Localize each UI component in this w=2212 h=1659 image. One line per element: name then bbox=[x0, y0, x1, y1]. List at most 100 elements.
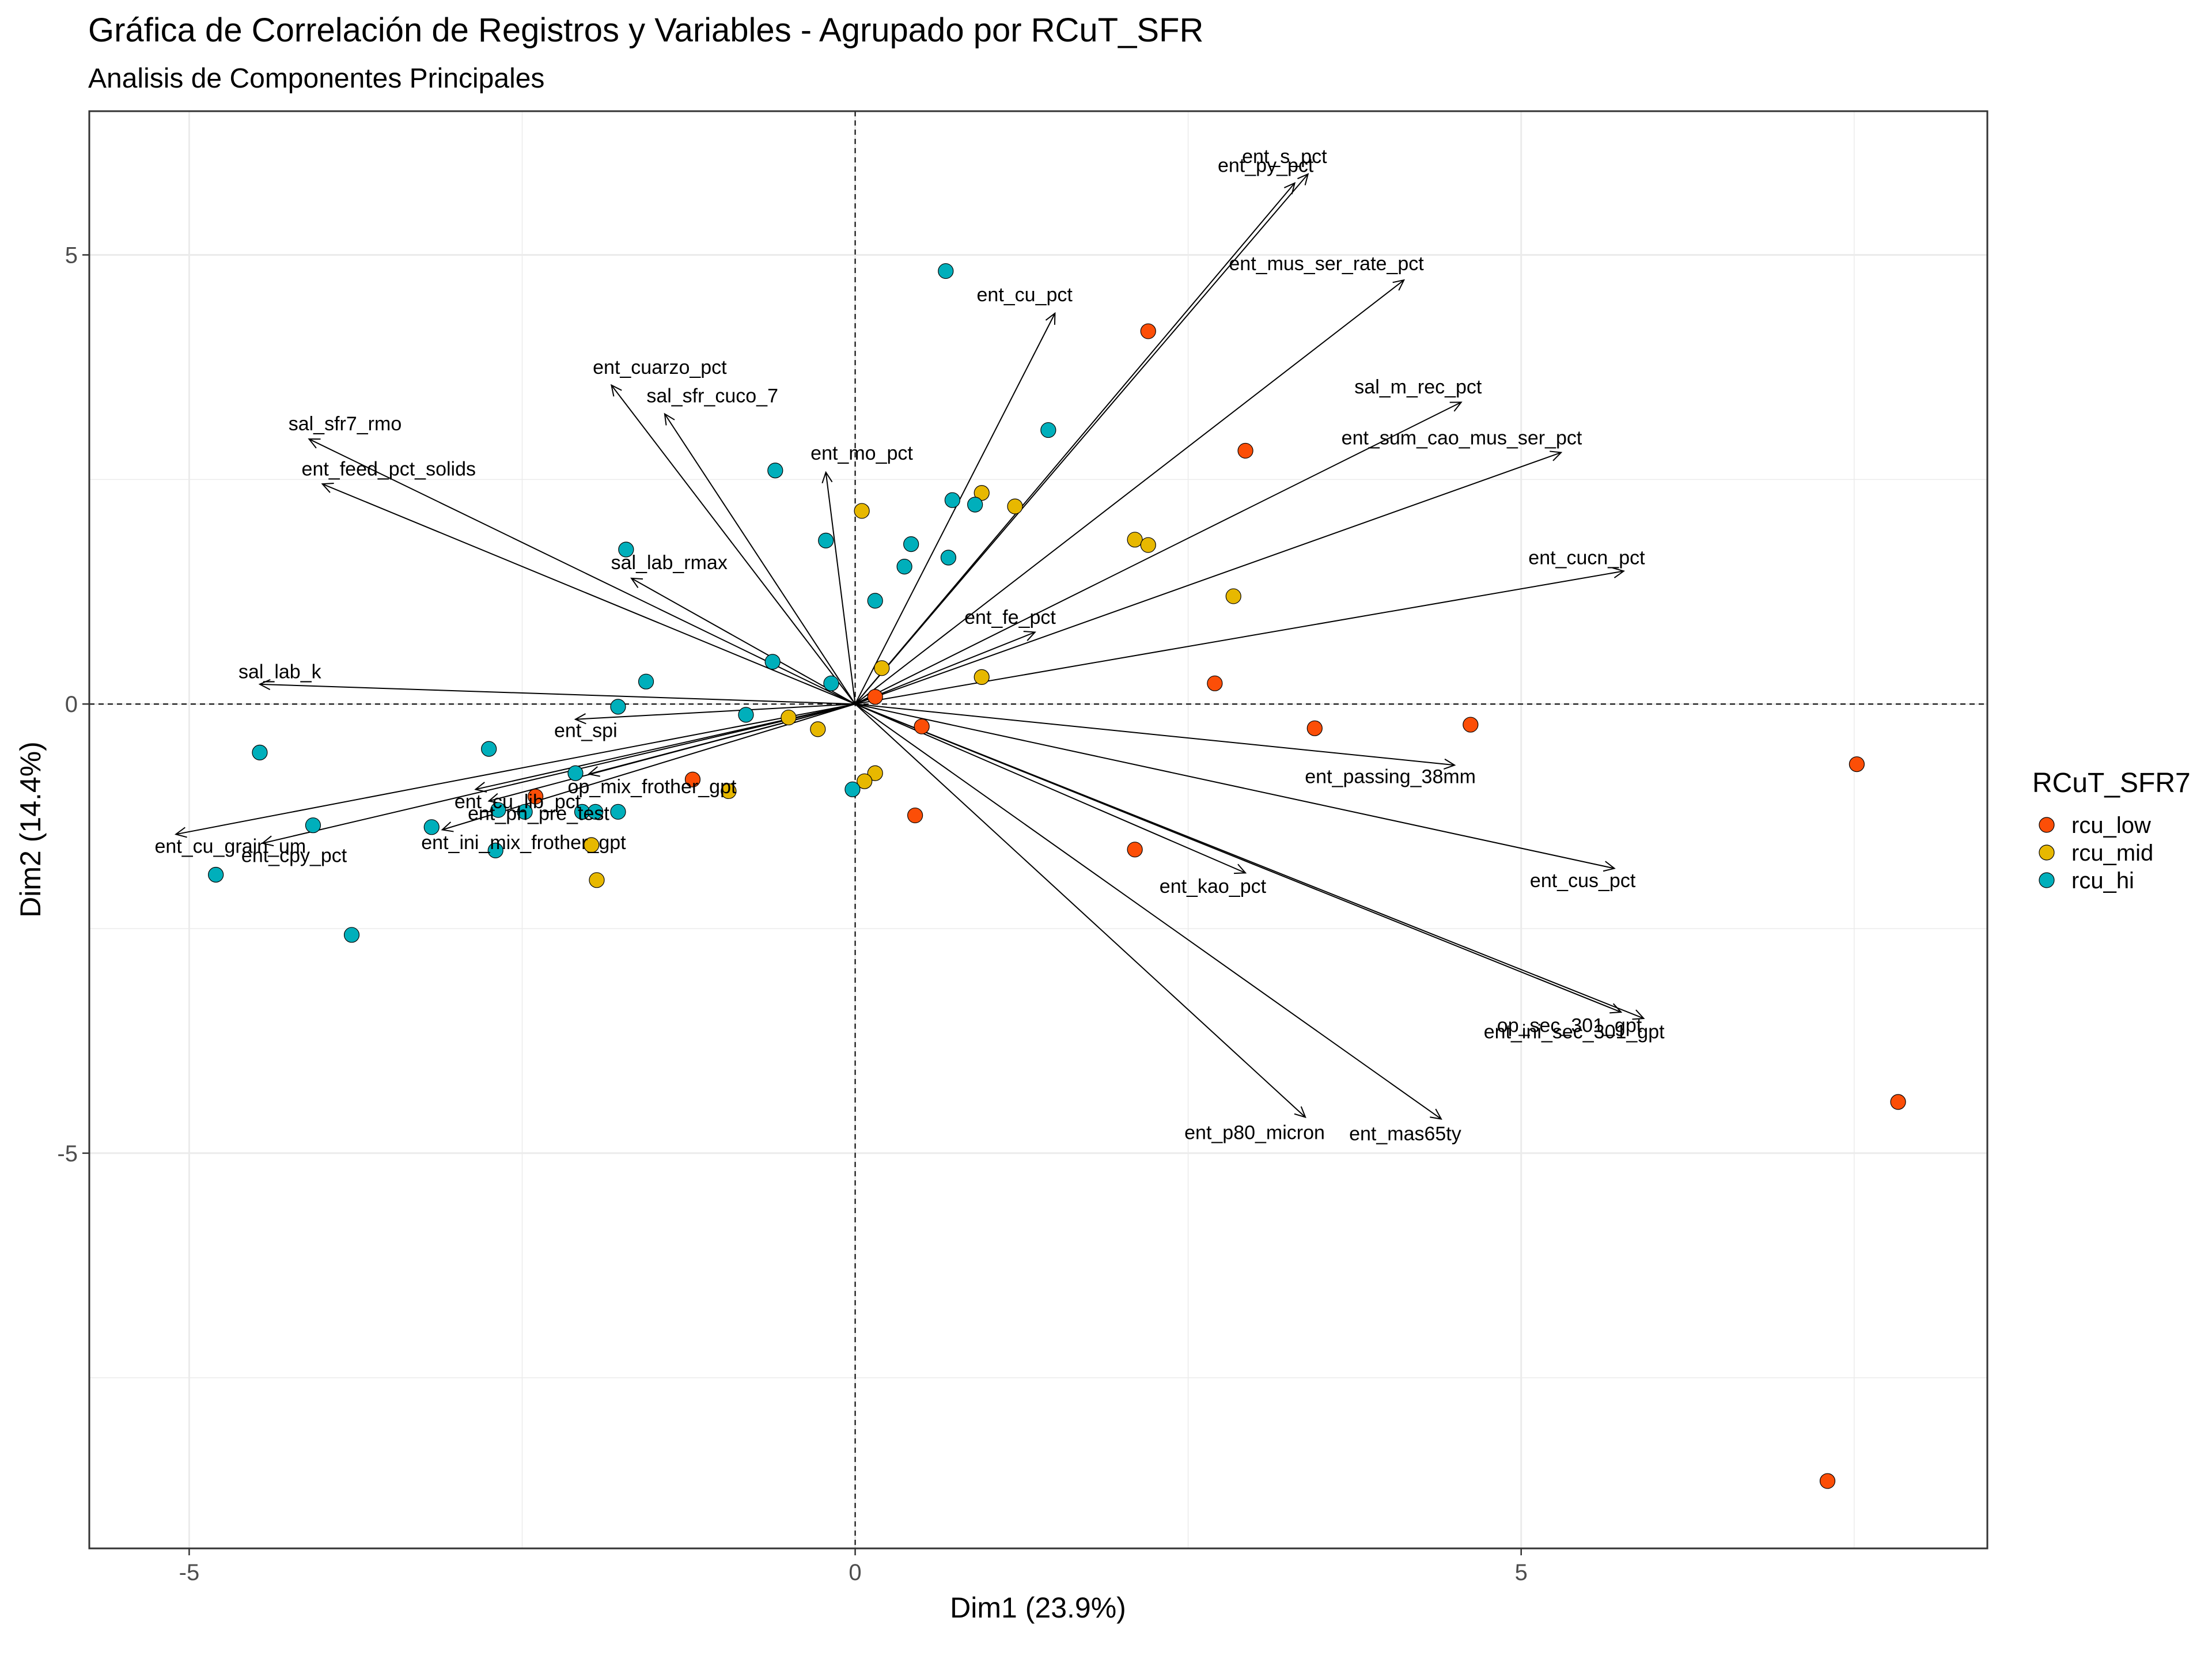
point-rcu-hi bbox=[823, 675, 839, 691]
variable-label-ent-py-pct: ent_py_pct bbox=[1218, 155, 1314, 177]
point-rcu-mid bbox=[974, 485, 990, 501]
y-axis-title: Dim2 (14.4%) bbox=[14, 741, 47, 918]
point-rcu-low bbox=[1463, 717, 1479, 733]
point-rcu-hi bbox=[208, 866, 224, 883]
point-rcu-low bbox=[684, 771, 701, 787]
legend-item-rcu-mid: rcu_mid bbox=[2039, 840, 2153, 866]
point-rcu-hi bbox=[967, 497, 983, 513]
variable-label-ent-cucn-pct: ent_cucn_pct bbox=[1528, 547, 1645, 569]
x-axis: -5 0 5 bbox=[179, 1548, 1528, 1585]
point-rcu-hi bbox=[903, 536, 919, 552]
point-rcu-low bbox=[1127, 842, 1143, 858]
point-rcu-hi bbox=[567, 765, 584, 781]
point-rcu-hi bbox=[305, 817, 321, 834]
variable-label-sal-lab-rmax: sal_lab_rmax bbox=[611, 552, 728, 574]
variable-arrow-ent-cuarzo-pct bbox=[611, 384, 856, 704]
legend-label-rcu-mid: rcu_mid bbox=[2071, 840, 2153, 866]
point-rcu-hi bbox=[610, 699, 626, 715]
variable-arrow-ent-cpy-pct bbox=[261, 703, 855, 847]
point-rcu-hi bbox=[618, 541, 634, 558]
point-rcu-mid bbox=[584, 837, 600, 853]
point-rcu-low bbox=[914, 718, 930, 734]
variable-label-ent-p80-micron: ent_p80_micron bbox=[1184, 1122, 1325, 1144]
point-rcu-low bbox=[1849, 756, 1865, 772]
point-rcu-hi bbox=[252, 744, 268, 760]
reference-lines bbox=[89, 111, 1987, 1548]
point-rcu-mid bbox=[1225, 588, 1241, 604]
legend-item-rcu-low: rcu_low bbox=[2039, 813, 2151, 838]
y-tick-label: -5 bbox=[57, 1141, 78, 1166]
variable-arrow-ent-py-pct bbox=[854, 181, 1296, 704]
point-rcu-mid bbox=[1127, 532, 1143, 548]
legend-item-rcu-hi: rcu_hi bbox=[2039, 868, 2134, 893]
variable-label-ent-s-pct: ent_s_pct bbox=[1242, 146, 1327, 168]
point-rcu-mid bbox=[874, 660, 890, 676]
variable-arrow-ent-mo-pct bbox=[821, 471, 856, 704]
variable-label-ent-cu-lib-pct: ent_cu_lib_pct bbox=[454, 791, 581, 813]
legend-label-rcu-hi: rcu_hi bbox=[2071, 868, 2134, 893]
point-rcu-mid bbox=[867, 765, 883, 781]
point-rcu-hi bbox=[944, 492, 960, 508]
point-rcu-hi bbox=[490, 802, 506, 818]
variable-label-ent-cpy-pct: ent_cpy_pct bbox=[241, 845, 347, 867]
y-axis: -5 0 5 bbox=[57, 243, 89, 1166]
point-rcu-mid bbox=[857, 773, 873, 789]
point-rcu-low bbox=[1140, 323, 1156, 339]
point-rcu-hi bbox=[517, 804, 533, 820]
variable-arrow-ent-p80-micron bbox=[854, 703, 1306, 1119]
variable-label-op-sec-301-gpt: op_sec_301_gpt bbox=[1497, 1015, 1642, 1037]
variable-label-ent-kao-pct: ent_kao_pct bbox=[1160, 876, 1267, 897]
variable-arrow-ent-feed-pct-solids bbox=[321, 483, 855, 705]
point-rcu-mid bbox=[589, 872, 605, 888]
variable-label-sal-lab-k: sal_lab_k bbox=[238, 661, 322, 683]
variable-label-ent-mas65ty: ent_mas65ty bbox=[1349, 1123, 1461, 1145]
variable-label-op-mix-frother-gpt: op_mix_frother_gpt bbox=[567, 776, 737, 798]
variable-arrow-sal-m-rec-pct bbox=[855, 402, 1463, 705]
point-rcu-mid bbox=[1140, 537, 1156, 553]
variable-label-ent-cuarzo-pct: ent_cuarzo_pct bbox=[593, 357, 727, 378]
variable-arrow-sal-sfr-cuco-7 bbox=[664, 412, 856, 704]
variable-arrow-ent-spi bbox=[574, 703, 855, 725]
variable-label-ent-spi: ent_spi bbox=[554, 719, 618, 741]
variable-arrow-sal-lab-k bbox=[258, 679, 855, 705]
x-tick-label: 0 bbox=[849, 1560, 861, 1585]
point-rcu-low bbox=[528, 789, 544, 805]
point-rcu-mid bbox=[721, 783, 737, 800]
y-tick-label: 0 bbox=[65, 692, 78, 717]
point-rcu-hi bbox=[487, 842, 503, 858]
x-tick-label: 5 bbox=[1515, 1560, 1528, 1585]
point-rcu-hi bbox=[638, 673, 654, 690]
variable-label-ent-cu-pct: ent_cu_pct bbox=[977, 284, 1073, 306]
variable-arrow-ent-fe-pct bbox=[855, 631, 1036, 705]
variable-label-ent-ini-sec-301-gpt: ent_ini_sec_301_gpt bbox=[1484, 1021, 1665, 1043]
point-rcu-hi bbox=[423, 819, 440, 835]
point-rcu-low bbox=[1207, 675, 1223, 691]
plot-background bbox=[89, 111, 1987, 1548]
variable-arrow-ent-mus-ser-rate-pct bbox=[854, 279, 1406, 704]
point-rcu-hi bbox=[818, 532, 834, 548]
variable-arrow-ent-sum-cao-mus-ser-pct bbox=[855, 450, 1563, 705]
point-rcu-low bbox=[1819, 1473, 1836, 1489]
variable-arrow-sal-lab-rmax bbox=[630, 577, 856, 705]
point-rcu-hi bbox=[738, 707, 754, 723]
variable-arrow-ent-cu-grain-um bbox=[175, 703, 855, 838]
point-rcu-hi bbox=[343, 927, 360, 943]
point-rcu-hi bbox=[940, 550, 957, 566]
point-rcu-mid bbox=[781, 709, 797, 726]
legend-swatch-rcu-mid bbox=[2039, 844, 2055, 861]
variable-label-sal-sfr7-rmo: sal_sfr7_rmo bbox=[289, 413, 402, 435]
point-rcu-hi bbox=[938, 263, 954, 279]
variable-label-ent-feed-pct-solids: ent_feed_pct_solids bbox=[302, 459, 476, 480]
plot-border bbox=[88, 110, 1988, 1550]
point-rcu-low bbox=[1306, 720, 1323, 736]
variable-label-sal-m-rec-pct: sal_m_rec_pct bbox=[1354, 376, 1482, 398]
x-tick-label: -5 bbox=[179, 1560, 200, 1585]
point-rcu-mid bbox=[974, 669, 990, 685]
legend-swatch-rcu-low bbox=[2039, 817, 2055, 833]
variable-label-ent-mo-pct: ent_mo_pct bbox=[810, 442, 913, 464]
point-rcu-hi bbox=[1040, 422, 1056, 438]
record-points bbox=[208, 263, 1906, 1489]
legend-swatch-rcu-hi bbox=[2039, 872, 2055, 888]
